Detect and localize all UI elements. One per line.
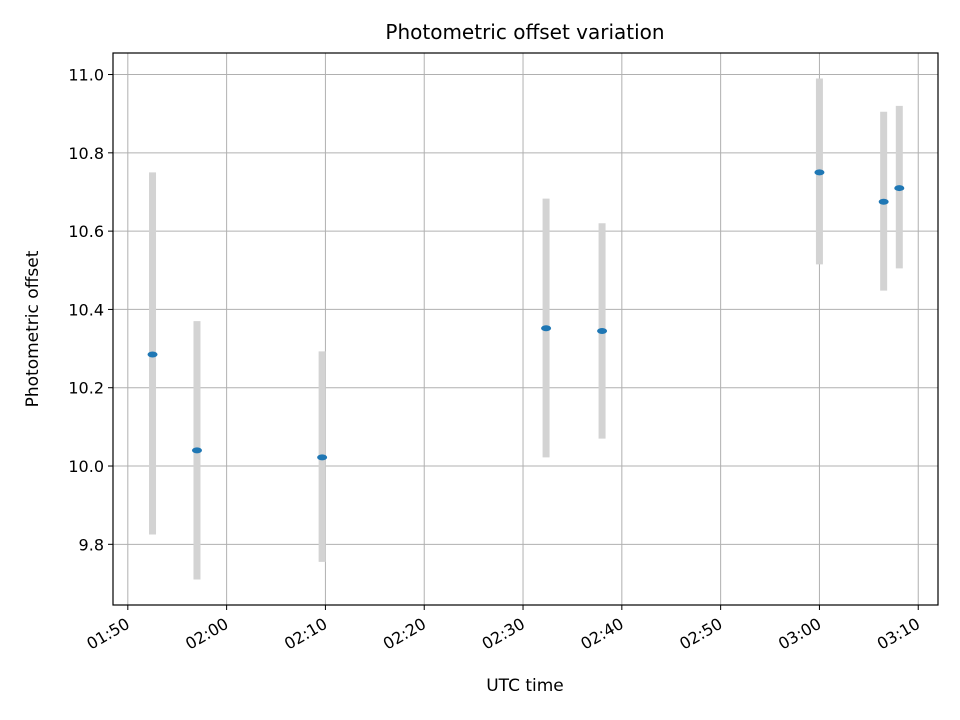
- y-tick-label: 10.2: [68, 379, 104, 398]
- y-tick-label: 9.8: [79, 535, 104, 554]
- data-point: [541, 325, 552, 332]
- y-tick-label: 10.0: [68, 457, 104, 476]
- data-point: [894, 185, 905, 192]
- data-point: [878, 198, 889, 205]
- plot-area-frame: [112, 52, 939, 606]
- data-point: [814, 169, 825, 176]
- x-axis-label: UTC time: [486, 676, 564, 696]
- y-axis-ticks: 9.8 10.0 10.2 10.4 10.6 10.8 11.0: [68, 66, 113, 554]
- y-tick-label: 10.8: [68, 144, 104, 163]
- data-point: [191, 447, 202, 454]
- y-tick-label: 11.0: [68, 66, 104, 85]
- y-axis-label: Photometric offset: [23, 250, 43, 407]
- data-point: [317, 454, 328, 461]
- y-tick-label: 10.6: [68, 222, 104, 241]
- data-point: [147, 351, 158, 358]
- data-points: [147, 169, 905, 461]
- chart-title: Photometric offset variation: [385, 20, 664, 44]
- data-point: [597, 327, 608, 334]
- y-tick-label: 10.4: [68, 300, 104, 319]
